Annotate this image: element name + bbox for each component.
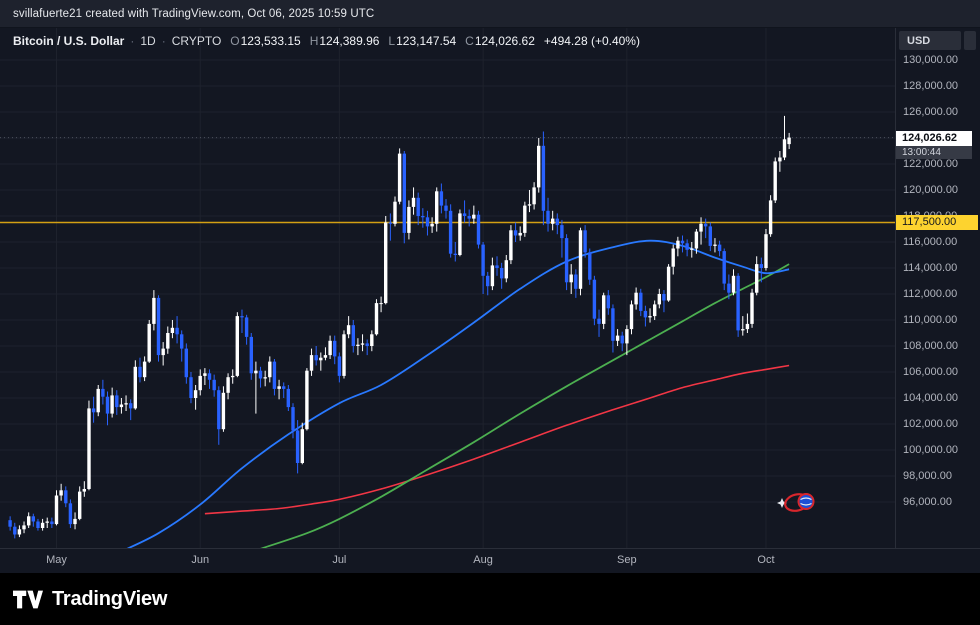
change-value: +494.28 (+0.40%) [543,34,640,48]
legend-separator: · [161,34,166,48]
close-label: C [465,34,474,48]
price-tick: 96,000.00 [903,495,952,508]
attribution-text: svillafuerte21 created with TradingView.… [13,7,375,20]
price-tick: 104,000.00 [903,391,959,404]
last-price-label: 124,026.62 [896,130,972,146]
ma-slow-red-line [204,364,790,515]
price-scale-mode-chip[interactable] [964,31,976,50]
time-tick: May [46,554,67,566]
attribution-bar: svillafuerte21 created with TradingView.… [0,0,980,28]
low-label: L [388,34,396,48]
time-tick: Aug [473,554,493,566]
candles-layer [8,115,791,539]
price-scale[interactable]: USD 124,026.62 13:00:44 117,500.00 130,0… [895,28,980,548]
grid-lines [0,28,895,548]
price-tick: 114,000.00 [903,261,958,274]
symbol-title: Bitcoin / U.S. Dollar [13,34,125,48]
time-tick: Sep [617,554,637,566]
price-tick: 110,000.00 [903,313,958,326]
last-price-group: 124,026.62 13:00:44 [896,130,972,159]
low-value: 123,147.54 [396,34,457,48]
time-scale[interactable]: May Jun Jul Aug Sep Oct [0,548,980,573]
tradingview-logo-icon[interactable] [13,588,43,611]
price-tick: 98,000.00 [903,469,952,482]
ma-fast-blue-line [126,239,790,548]
interval-label: 1D [140,34,156,48]
globe-badge-sticker [777,493,815,512]
price-chart-canvas[interactable] [0,0,980,573]
legend-separator: · [130,34,135,48]
price-tick: 126,000.00 [903,105,959,118]
price-tick: 122,000.00 [903,157,959,170]
bar-countdown-label: 13:00:44 [896,145,972,159]
brand-wordmark[interactable]: TradingView [52,587,168,610]
price-tick: 116,000.00 [903,235,958,248]
close-value: 124,026.62 [474,34,535,48]
price-tick: 130,000.00 [903,53,959,66]
high-label: H [309,34,319,48]
symbol-legend[interactable]: Bitcoin / U.S. Dollar · 1D · CRYPTO O 123… [13,34,640,48]
time-tick: Jul [332,554,347,566]
open-value: 123,533.15 [240,34,301,48]
currency-label: USD [907,34,931,47]
price-tick: 120,000.00 [903,183,959,196]
price-tick: 100,000.00 [903,443,959,456]
time-tick: Oct [757,554,775,566]
time-tick: Jun [191,554,210,566]
open-label: O [230,34,240,48]
price-tick: 106,000.00 [903,365,959,378]
high-value: 124,389.96 [319,34,380,48]
price-tick: 112,000.00 [903,287,958,300]
price-tick: 102,000.00 [903,417,959,430]
price-level-label[interactable]: 117,500.00 [896,215,978,230]
currency-toggle-usd[interactable]: USD [899,31,961,50]
footer-bar: TradingView [0,573,980,625]
exchange-label: CRYPTO [171,34,222,48]
price-tick: 128,000.00 [903,79,959,92]
price-tick: 108,000.00 [903,339,959,352]
